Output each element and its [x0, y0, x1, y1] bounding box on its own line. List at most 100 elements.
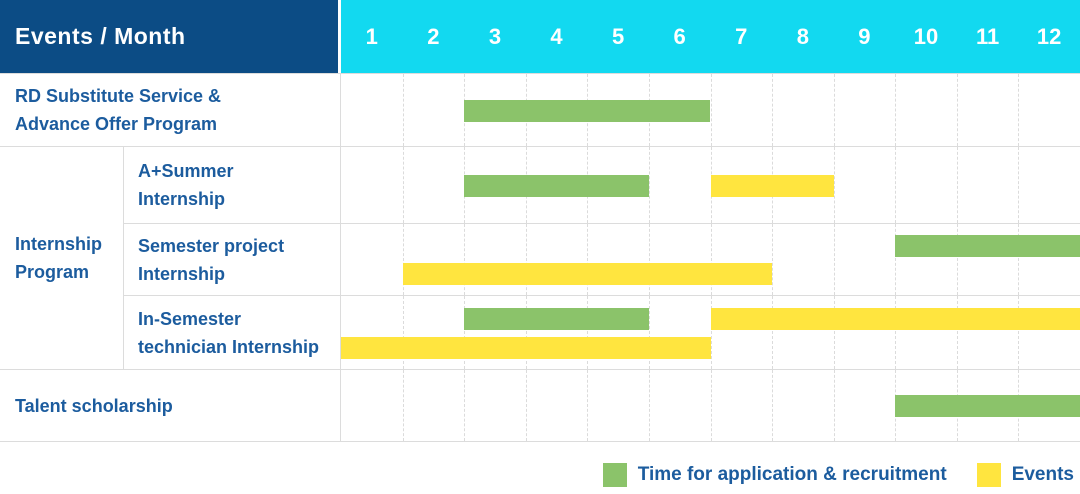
month-gridline — [402, 74, 404, 146]
group-content: A+Summer Internship Semester project Intern… — [124, 147, 1080, 369]
label-line: RD Substitute Service & — [15, 86, 222, 106]
month-gridline — [710, 74, 712, 146]
table-row: In-Semester technician Internship — [124, 295, 1080, 369]
month-gridline — [1018, 147, 1020, 223]
month-header-cell: 3 — [488, 23, 502, 49]
gantt-bar-event — [402, 263, 773, 286]
timeline-cell — [341, 224, 1080, 295]
month-header-cell: 1 — [365, 23, 378, 49]
month-header-cell: 2 — [427, 23, 440, 49]
month-header-cell: 9 — [858, 23, 871, 49]
month-gridline — [648, 296, 650, 369]
month-gridline — [710, 370, 712, 441]
timeline-cell — [341, 296, 1080, 369]
month-gridline — [402, 296, 404, 369]
table-row: Semester project Internship — [124, 223, 1080, 295]
month-gridline — [648, 147, 650, 223]
month-gridline — [895, 296, 897, 369]
month-header-cell: 8 — [796, 23, 809, 49]
month-gridline — [1018, 296, 1020, 369]
month-gridline — [1018, 224, 1020, 295]
month-gridline — [956, 296, 958, 369]
gantt-bar-recruitment — [464, 174, 649, 197]
month-header-cell: 12 — [1036, 23, 1062, 49]
month-gridline — [833, 224, 835, 295]
gantt-bar-recruitment — [895, 235, 1080, 257]
row-label: A+Summer Internship — [124, 147, 341, 223]
row-label: Talent scholarship — [0, 370, 341, 441]
label-line: Internship — [138, 263, 226, 284]
table-row: Talent scholarship — [0, 369, 1080, 441]
month-gridline — [648, 224, 650, 295]
month-gridline — [587, 224, 589, 295]
month-gridline — [587, 370, 589, 441]
month-gridline — [402, 370, 404, 441]
month-gridline — [464, 296, 466, 369]
month-gridline — [402, 147, 404, 223]
month-gridline — [648, 370, 650, 441]
row-label: In-Semester technician Internship — [124, 296, 341, 369]
month-gridline — [525, 370, 527, 441]
table-row: RD Substitute Service & Advance Offer Pro… — [0, 73, 1080, 146]
month-gridline — [833, 74, 835, 146]
label-line: Program — [15, 262, 90, 282]
page-title: Events / Month — [15, 23, 186, 49]
month-gridline — [956, 74, 958, 146]
month-gridline — [525, 224, 527, 295]
legend-swatch-recruitment — [602, 463, 627, 487]
gantt-bar-event — [341, 336, 711, 359]
month-header-cell: 11 — [975, 23, 1000, 49]
month-gridline — [587, 296, 589, 369]
legend: Time for application & recruitment Events — [602, 463, 1074, 487]
month-gridline — [895, 224, 897, 295]
legend-item: Time for application & recruitment — [602, 463, 947, 487]
label-line: Internship — [138, 189, 226, 209]
group-row: Internship Program A+Summer Internship Semes… — [0, 146, 1080, 369]
label-line: technician Internship — [138, 336, 320, 357]
month-gridline — [402, 224, 404, 295]
gantt-bar-recruitment — [895, 395, 1080, 418]
month-gridline — [464, 370, 466, 441]
gantt-bar-event — [710, 307, 1080, 330]
timeline-cell — [341, 370, 1080, 441]
month-gridline — [772, 224, 774, 295]
label-line: Talent scholarship — [15, 395, 173, 416]
table-header-row: Events / Month 1 2 3 4 5 6 7 8 9 10 11 12 — [0, 0, 1080, 73]
month-header-cell: 6 — [673, 23, 686, 49]
legend-label: Events — [1011, 464, 1074, 485]
month-header-cell: 10 — [913, 23, 939, 49]
legend-item: Events — [976, 463, 1074, 487]
month-gridline — [464, 224, 466, 295]
timeline-cell — [341, 74, 1080, 146]
header-divider — [338, 0, 341, 73]
row-label: RD Substitute Service & Advance Offer Pro… — [0, 74, 341, 146]
month-gridline — [956, 224, 958, 295]
months-header: 1 2 3 4 5 6 7 8 9 10 11 12 — [341, 0, 1080, 73]
month-gridline — [772, 296, 774, 369]
month-gridline — [895, 147, 897, 223]
label-line: A+Summer — [138, 161, 234, 181]
label-line: Advance Offer Program — [15, 114, 218, 134]
month-gridline — [833, 147, 835, 223]
month-header-cell: 7 — [735, 23, 748, 49]
month-gridline — [710, 296, 712, 369]
legend-swatch-event — [976, 463, 1001, 487]
gantt-bar-recruitment — [464, 99, 711, 122]
month-gridline — [956, 147, 958, 223]
group-label: Internship Program — [0, 147, 124, 369]
month-gridline — [710, 224, 712, 295]
gantt-bar-event — [710, 174, 834, 197]
month-gridline — [525, 296, 527, 369]
month-gridline — [772, 74, 774, 146]
row-label: Semester project Internship — [124, 224, 341, 295]
events-month-header: Events / Month — [0, 0, 338, 73]
gantt-bar-recruitment — [464, 307, 649, 330]
month-gridline — [772, 370, 774, 441]
label-line: In-Semester — [138, 308, 242, 329]
gantt-body: RD Substitute Service & Advance Offer Pro… — [0, 73, 1080, 442]
month-gridline — [1018, 74, 1020, 146]
month-header-cell: 4 — [550, 23, 563, 49]
month-gridline — [895, 74, 897, 146]
month-gridline — [833, 370, 835, 441]
